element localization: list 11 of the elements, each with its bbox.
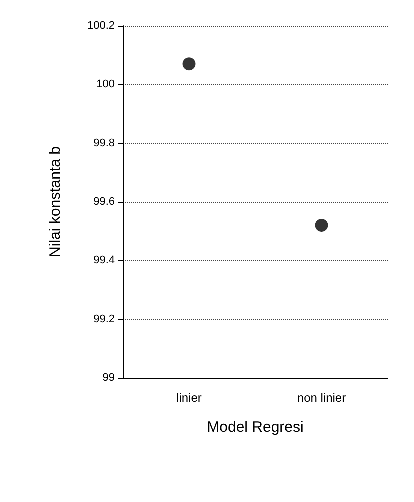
x-axis-title: Model Regresi xyxy=(207,419,304,436)
y-tick-label: 99.2 xyxy=(94,313,115,326)
y-tick-label: 100.2 xyxy=(87,20,115,32)
x-tick-label: non linier xyxy=(297,391,346,405)
y-tick-label: 99.4 xyxy=(94,254,115,267)
y-axis-title: Nilai konstanta b xyxy=(47,146,64,258)
y-tick-label: 99.8 xyxy=(94,137,115,150)
x-tick-label: linier xyxy=(176,391,202,405)
y-tick-label: 100 xyxy=(96,78,115,91)
y-tick-label: 99.6 xyxy=(94,196,115,208)
y-tick-label: 99 xyxy=(102,372,115,384)
